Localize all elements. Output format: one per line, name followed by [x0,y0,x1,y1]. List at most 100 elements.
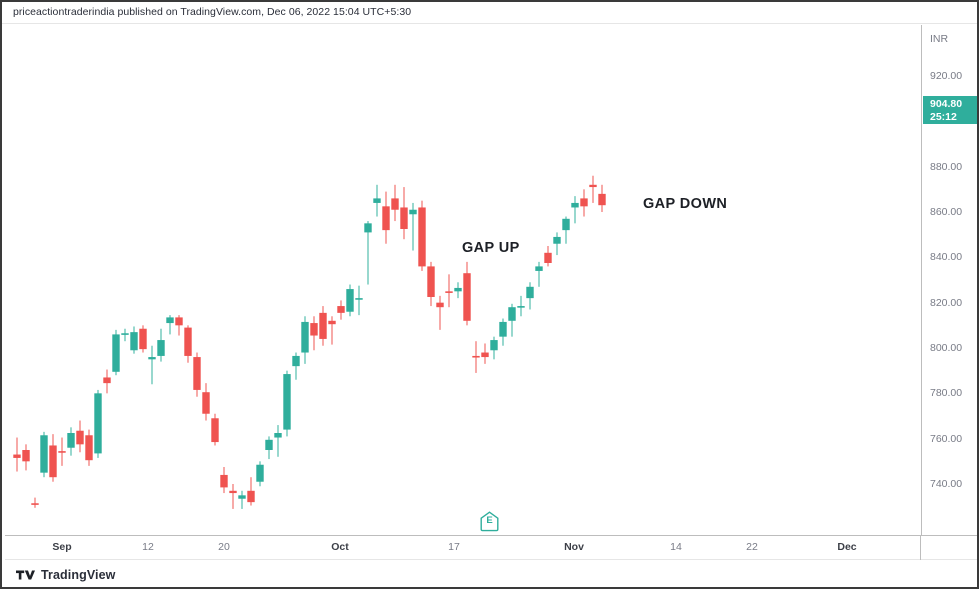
price-tick-label: 800.00 [930,342,963,354]
price-tick-label: 780.00 [930,387,963,400]
candlestick [130,326,138,354]
candlestick [436,295,444,330]
time-tick-label: 17 [448,541,460,553]
price-tick-label: 880.00 [930,160,963,173]
candlestick [22,444,30,471]
candlestick [211,413,219,446]
price-tick-label: 840.00 [930,251,963,264]
price-tick-label: 860.00 [930,206,963,218]
tradingview-mark-icon [16,570,35,580]
time-tick-label: 12 [142,541,154,553]
candlestick [166,315,174,335]
candlestick [103,369,111,394]
candlestick [580,189,588,217]
candlestick [535,261,543,287]
candlestick [40,431,48,478]
candlestick [517,295,525,317]
candlestick [148,345,156,385]
candlestick [427,261,435,307]
axis-corner-divider [920,535,921,560]
candlestick [391,184,399,222]
candlestick [544,246,552,267]
currency-unit-label: INR [930,33,949,45]
candlestick [364,221,372,285]
candlestick [490,336,498,360]
price-tick-label: 740.00 [930,478,963,490]
tradingview-logo[interactable]: TradingView [16,568,116,582]
earnings-badge-icon [480,511,499,532]
published-bar: priceactiontraderindia published on Trad… [2,2,977,24]
candlestick [283,370,291,437]
candlestick [247,477,255,506]
last-price-value: 904.80 [930,98,963,111]
last-price-tag[interactable]: 904.80 25:12 [923,96,977,125]
candlestick [94,389,102,458]
candlestick [499,318,507,346]
candlestick [31,497,39,508]
candlestick [571,196,579,224]
candlestick [85,429,93,466]
candlestick [400,187,408,240]
price-tick-label: 920.00 [930,70,963,82]
candlestick [76,420,84,453]
candlestick [454,282,462,299]
chart-plot-area[interactable] [5,25,920,535]
candlestick [418,200,426,271]
candlestick [121,328,129,342]
candlestick [472,341,480,373]
candlestick [67,427,75,456]
candlestick [319,306,327,346]
candlestick [526,282,534,310]
candlestick [301,316,309,364]
candlestick [49,434,57,482]
price-tick-label: 820.00 [930,296,963,309]
candlestick [310,316,318,351]
candlestick [481,343,489,364]
chart-footer: TradingView [2,560,977,587]
earnings-letter: E [486,515,493,526]
time-tick-label: 14 [670,541,682,553]
candlestick [553,232,561,256]
candlestick [409,202,417,251]
candlestick [328,316,336,345]
candlestick-series [13,175,606,509]
candlestick [463,261,471,326]
candlestick [220,467,228,494]
time-tick-label: Oct [331,541,349,553]
candlestick [157,328,165,362]
candlestick [139,325,147,353]
candlestick [202,383,210,421]
candlestick [274,425,282,457]
candlestick [337,300,345,320]
time-tick-label: 22 [746,541,758,553]
time-tick-label: Sep [52,541,72,553]
candlestick [256,461,264,487]
earnings-marker[interactable]: E [480,511,499,537]
candlestick [112,329,120,376]
price-axis[interactable]: INR 920.00 880.00 860.00 840.00 820.00 800.00… [921,25,977,535]
bar-countdown: 25:12 [930,110,957,123]
price-tick-label: 760.00 [930,432,963,445]
candlestick [373,184,381,217]
published-text: priceactiontraderindia published on Trad… [13,6,412,18]
candlestick [193,352,201,397]
candlestick [598,184,606,212]
candlestick [508,303,516,337]
chart-text-annotation[interactable]: GAP DOWN [643,196,728,212]
time-axis[interactable]: Sep 12 20 Oct 17 Nov 14 22 Dec [5,535,977,560]
candlestick [265,436,273,460]
candlestick [346,284,354,317]
candlestick [58,437,66,466]
candlestick [13,437,21,472]
time-tick-label: Dec [837,541,857,553]
time-tick-label: Nov [564,541,584,553]
time-tick-label: 20 [218,541,230,553]
candlestick [292,352,300,380]
candlestick [229,484,237,509]
chart-text-annotation[interactable]: GAP UP [462,240,520,256]
candlestick [238,490,246,509]
candlestick [589,175,597,203]
candlestick [382,191,390,244]
candlestick [355,285,363,316]
